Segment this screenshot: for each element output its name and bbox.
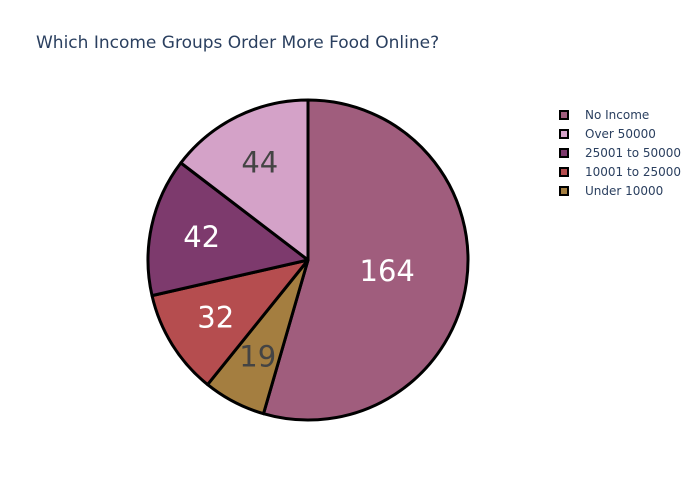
legend-label: 25001 to 50000	[585, 145, 682, 160]
legend-label: Under 10000	[585, 183, 664, 198]
legend-swatch	[559, 147, 569, 158]
legend-swatch	[559, 109, 569, 120]
slice-value-label: 44	[241, 145, 278, 179]
legend-swatch	[559, 128, 569, 139]
pie-slice-10001-to-25000[interactable]	[150, 258, 310, 387]
slice-value-label: 32	[197, 301, 234, 335]
legend-item[interactable]: Over 50000	[556, 124, 681, 143]
legend[interactable]: No Income Over 50000 25001 to 50000 10001 t…	[556, 105, 681, 200]
legend-swatch	[559, 185, 569, 196]
legend-swatch	[559, 166, 569, 177]
legend-label: 10001 to 25000	[585, 164, 682, 179]
legend-item[interactable]: Under 10000	[556, 181, 681, 200]
pie-slice-25001-to-50000[interactable]	[146, 161, 310, 298]
legend-label: No Income	[585, 107, 650, 122]
chart-title: Which Income Groups Order More Food Onli…	[36, 33, 440, 53]
pie-slice-no-income[interactable]	[262, 98, 470, 422]
pie-slice-over-50000[interactable]	[179, 98, 310, 262]
slice-value-label: 42	[183, 220, 220, 254]
legend-item[interactable]: 10001 to 25000	[556, 162, 681, 181]
slice-value-label: 19	[239, 339, 276, 373]
slice-value-label: 164	[360, 254, 415, 288]
legend-item[interactable]: No Income	[556, 105, 681, 124]
legend-item[interactable]: 25001 to 50000	[556, 143, 681, 162]
legend-label: Over 50000	[585, 126, 656, 141]
